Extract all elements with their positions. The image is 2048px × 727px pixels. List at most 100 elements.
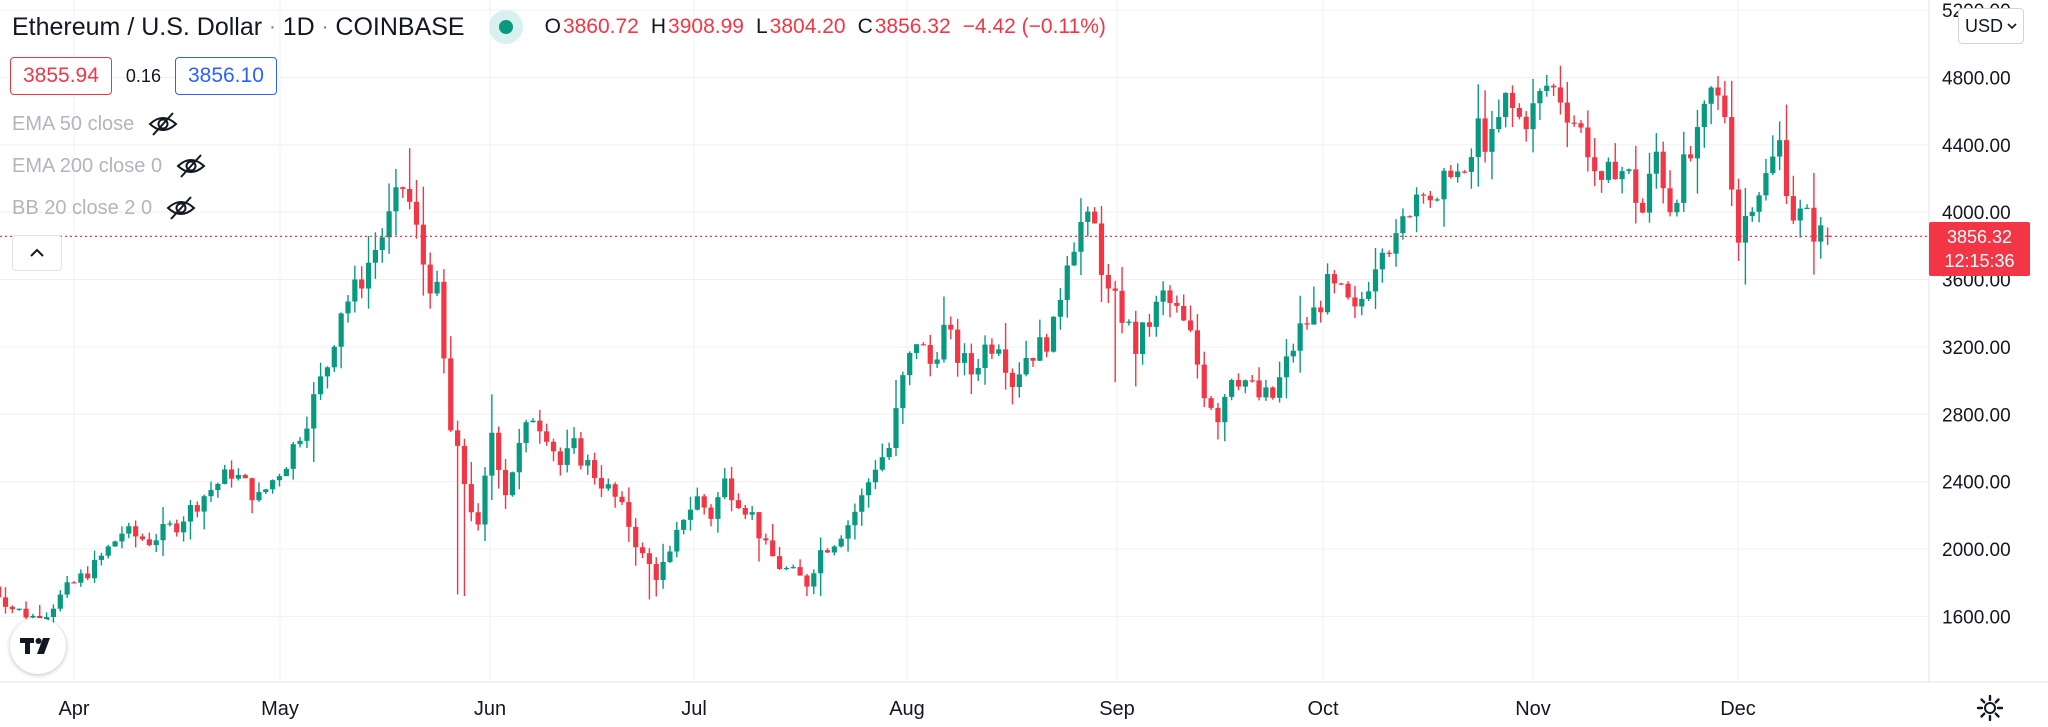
candle-body	[564, 448, 570, 465]
gear-icon[interactable]	[1974, 692, 2006, 724]
candle-body	[537, 420, 543, 432]
candle-up	[1290, 343, 1296, 363]
candle-up	[859, 488, 865, 526]
interval-label[interactable]: 1D	[282, 12, 315, 41]
candle-down	[1119, 267, 1125, 334]
candle-body	[1790, 196, 1796, 221]
candle-body	[1181, 305, 1187, 321]
eye-off-icon[interactable]	[148, 111, 178, 137]
candle-down	[1386, 250, 1392, 257]
candle-body	[23, 608, 29, 618]
candle-body	[824, 550, 831, 553]
candle-body	[1715, 87, 1721, 96]
candle-down	[249, 477, 255, 514]
candle-down	[1448, 165, 1454, 179]
candle-up	[1770, 135, 1776, 176]
candle-body	[735, 500, 742, 509]
candle-body	[112, 541, 118, 547]
buy-button[interactable]: 3856.10	[174, 57, 277, 95]
candle-body	[1208, 398, 1214, 408]
candle-down	[1688, 146, 1694, 162]
candle-up	[1694, 109, 1701, 194]
candle-body	[1270, 387, 1276, 398]
candle-body	[1427, 195, 1433, 201]
market-open-dot-icon[interactable]	[488, 10, 523, 44]
candle-body	[1701, 103, 1707, 128]
candle-body	[153, 540, 159, 546]
indicator-ema-200[interactable]: EMA 200 close 0	[12, 150, 206, 182]
candle-body	[845, 525, 851, 539]
candle-down	[174, 519, 180, 537]
candle-body	[1674, 202, 1680, 213]
price-axis[interactable]: 1600.002000.002400.002800.003200.003600.…	[1942, 1, 2011, 628]
candle-body	[598, 477, 605, 489]
candle-body	[1331, 274, 1337, 284]
candle-down	[1009, 368, 1016, 405]
collapse-legend-button[interactable]	[12, 235, 62, 271]
indicator-bb-20[interactable]: BB 20 close 2 0	[12, 192, 196, 224]
currency-select[interactable]: USD	[1958, 8, 2024, 44]
candle-body	[9, 606, 15, 610]
candle-up	[1140, 322, 1146, 365]
candle-body	[1187, 320, 1194, 331]
candle-body	[1215, 407, 1221, 423]
exchange-label[interactable]: COINBASE	[335, 12, 465, 41]
candle-body	[941, 324, 947, 360]
candle-body	[1804, 207, 1810, 209]
candle-body	[1277, 377, 1283, 398]
candle-up	[749, 506, 755, 521]
symbol-name[interactable]: Ethereum / U.S. Dollar	[12, 12, 263, 41]
candle-down	[1598, 170, 1605, 193]
time-axis[interactable]: Apr May Jun Jul Aug Sep Oct Nov Dec	[58, 698, 1755, 720]
candle-body	[605, 484, 611, 489]
candle-up	[365, 235, 372, 309]
candle-up	[1297, 295, 1303, 373]
candle-down	[9, 605, 15, 614]
candle-down	[455, 420, 461, 595]
tradingview-logo-icon[interactable]	[10, 618, 66, 674]
candle-body	[1797, 208, 1803, 221]
candle-down	[496, 426, 502, 489]
candle-up	[1701, 100, 1707, 148]
candle-up	[283, 467, 289, 477]
sell-button[interactable]: 3855.94	[10, 57, 112, 95]
candle-down	[1003, 323, 1009, 390]
candle-body	[78, 573, 84, 583]
candle-up	[961, 343, 968, 376]
indicator-ema-50[interactable]: EMA 50 close	[12, 108, 178, 140]
candle-body	[1475, 118, 1481, 158]
y-tick-label: 1600.00	[1942, 607, 2011, 628]
candle-up	[290, 441, 296, 480]
candle-up	[585, 454, 591, 475]
candle-body	[879, 457, 885, 470]
candle-up	[1496, 99, 1502, 133]
candle-down	[920, 342, 926, 346]
y-tick-label: 2000.00	[1942, 540, 2011, 561]
candle-body	[50, 608, 57, 618]
candle-body	[71, 582, 77, 584]
candle-down	[1174, 295, 1180, 313]
candle-down	[1523, 111, 1529, 142]
indicator-label: BB 20 close 2 0	[12, 196, 153, 219]
candle-down	[927, 334, 933, 377]
candle-down	[1338, 282, 1344, 286]
bar-countdown: 12:15:36	[1944, 251, 2015, 271]
x-tick-label: Sep	[1099, 698, 1135, 720]
candle-body	[1455, 171, 1461, 178]
candle-up	[1777, 121, 1783, 171]
candle-body	[920, 344, 926, 346]
candle-body	[667, 551, 673, 562]
eye-off-icon[interactable]	[176, 153, 206, 179]
candle-down	[1201, 351, 1207, 408]
candle-body	[98, 555, 104, 560]
candle-body	[1222, 396, 1228, 423]
candle-body	[174, 523, 180, 533]
candle-body	[783, 567, 789, 570]
candle-body	[1708, 87, 1714, 104]
candle-body	[1379, 252, 1385, 270]
candle-body	[1578, 123, 1584, 128]
candle-up	[372, 232, 378, 279]
eye-off-icon[interactable]	[166, 195, 196, 221]
x-tick-label: Nov	[1515, 698, 1551, 720]
